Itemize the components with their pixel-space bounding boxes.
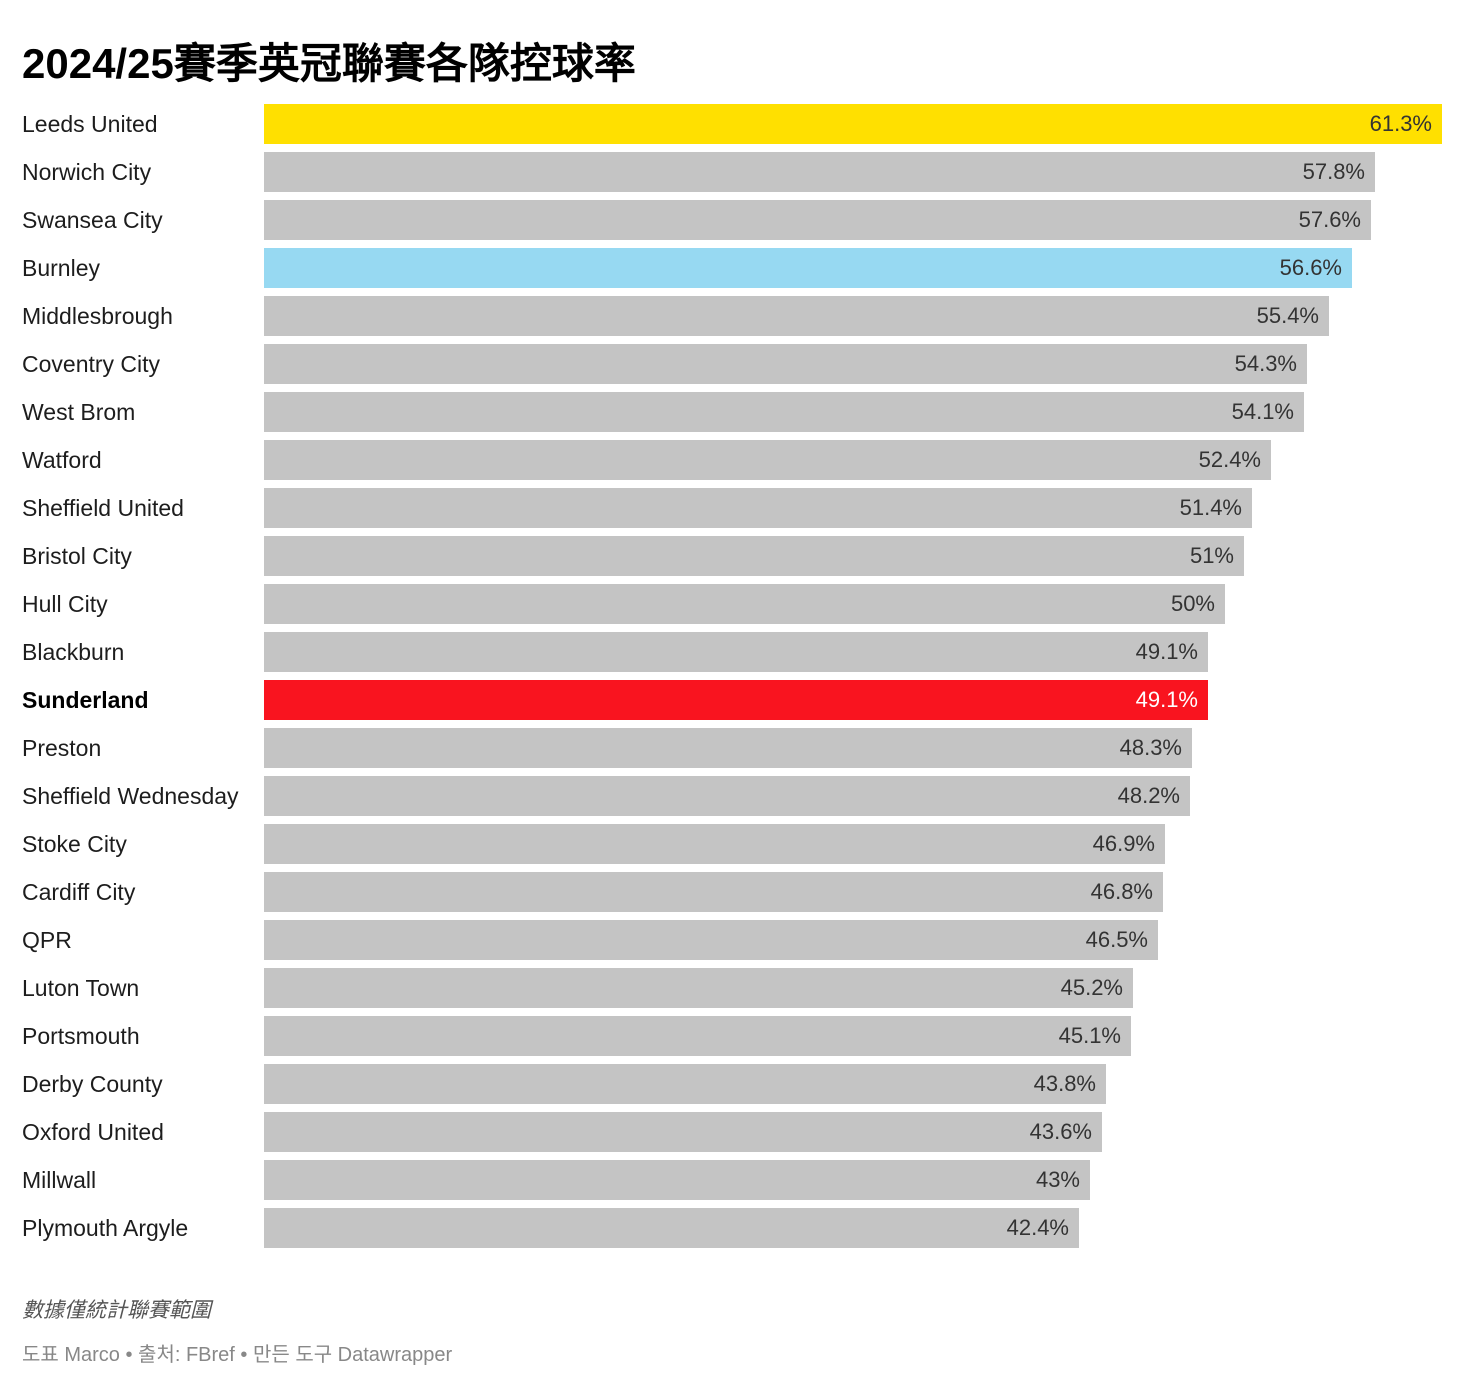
bar-oxford-united bbox=[264, 1112, 1102, 1152]
bar-leeds-united bbox=[264, 104, 1442, 144]
value-label-swansea-city: 57.6% bbox=[1298, 207, 1361, 232]
value-label-qpr: 46.5% bbox=[1085, 927, 1148, 952]
bar-norwich-city bbox=[264, 152, 1375, 192]
value-label-west-brom: 54.1% bbox=[1231, 399, 1294, 424]
team-label-oxford-united: Oxford United bbox=[22, 1119, 164, 1145]
bar-sheffield-wednesday bbox=[264, 776, 1190, 816]
bar-cardiff-city bbox=[264, 872, 1163, 912]
team-label-sheffield-wednesday: Sheffield Wednesday bbox=[22, 783, 239, 809]
team-label-derby-county: Derby County bbox=[22, 1071, 163, 1097]
chart-credit: 도표 Marco • 출처: FBref • 만든 도구 Datawrapper bbox=[22, 1344, 453, 1366]
team-label-bristol-city: Bristol City bbox=[22, 543, 132, 569]
value-label-stoke-city: 46.9% bbox=[1092, 831, 1155, 856]
value-label-burnley: 56.6% bbox=[1279, 255, 1342, 280]
team-label-stoke-city: Stoke City bbox=[22, 831, 127, 857]
team-label-swansea-city: Swansea City bbox=[22, 207, 163, 233]
team-label-hull-city: Hull City bbox=[22, 591, 108, 617]
value-label-middlesbrough: 55.4% bbox=[1256, 303, 1319, 328]
bar-millwall bbox=[264, 1160, 1090, 1200]
team-label-watford: Watford bbox=[22, 447, 102, 473]
team-label-coventry-city: Coventry City bbox=[22, 351, 161, 377]
bar-sunderland bbox=[264, 680, 1208, 720]
team-label-middlesbrough: Middlesbrough bbox=[22, 303, 173, 329]
bar-bristol-city bbox=[264, 536, 1244, 576]
team-label-burnley: Burnley bbox=[22, 255, 100, 281]
team-label-plymouth-argyle: Plymouth Argyle bbox=[22, 1215, 189, 1241]
value-label-blackburn: 49.1% bbox=[1135, 639, 1198, 664]
team-label-portsmouth: Portsmouth bbox=[22, 1023, 140, 1049]
value-label-millwall: 43% bbox=[1035, 1167, 1080, 1192]
value-label-derby-county: 43.8% bbox=[1033, 1071, 1096, 1096]
team-label-sunderland: Sunderland bbox=[22, 687, 149, 713]
bar-stoke-city bbox=[264, 824, 1165, 864]
chart-title: 2024/25賽季英冠聯賽各隊控球率 bbox=[22, 40, 636, 87]
team-label-leeds-united: Leeds United bbox=[22, 111, 158, 137]
chart-note: 數據僅統計聯賽範圍 bbox=[22, 1299, 211, 1322]
value-label-sheffield-united: 51.4% bbox=[1179, 495, 1242, 520]
bar-derby-county bbox=[264, 1064, 1106, 1104]
bar-hull-city bbox=[264, 584, 1225, 624]
value-label-plymouth-argyle: 42.4% bbox=[1006, 1215, 1069, 1240]
bar-middlesbrough bbox=[264, 296, 1329, 336]
value-label-cardiff-city: 46.8% bbox=[1090, 879, 1153, 904]
bar-sheffield-united bbox=[264, 488, 1252, 528]
value-label-portsmouth: 45.1% bbox=[1058, 1023, 1121, 1048]
bar-watford bbox=[264, 440, 1271, 480]
bar-blackburn bbox=[264, 632, 1208, 672]
bar-coventry-city bbox=[264, 344, 1307, 384]
bar-burnley bbox=[264, 248, 1352, 288]
team-label-west-brom: West Brom bbox=[22, 399, 136, 425]
team-label-norwich-city: Norwich City bbox=[22, 159, 152, 185]
value-label-norwich-city: 57.8% bbox=[1302, 159, 1365, 184]
value-label-bristol-city: 51% bbox=[1189, 543, 1234, 568]
team-label-qpr: QPR bbox=[22, 927, 72, 953]
value-label-watford: 52.4% bbox=[1198, 447, 1261, 472]
bar-plymouth-argyle bbox=[264, 1208, 1079, 1248]
team-label-millwall: Millwall bbox=[22, 1167, 97, 1193]
bar-qpr bbox=[264, 920, 1158, 960]
value-label-preston: 48.3% bbox=[1119, 735, 1182, 760]
team-label-preston: Preston bbox=[22, 735, 102, 761]
team-label-sheffield-united: Sheffield United bbox=[22, 495, 184, 521]
team-label-luton-town: Luton Town bbox=[22, 975, 140, 1001]
value-label-leeds-united: 61.3% bbox=[1369, 111, 1432, 136]
value-label-sheffield-wednesday: 48.2% bbox=[1117, 783, 1180, 808]
bar-preston bbox=[264, 728, 1192, 768]
value-label-luton-town: 45.2% bbox=[1060, 975, 1123, 1000]
bar-luton-town bbox=[264, 968, 1133, 1008]
bar-west-brom bbox=[264, 392, 1304, 432]
team-label-cardiff-city: Cardiff City bbox=[22, 879, 136, 905]
value-label-sunderland: 49.1% bbox=[1135, 687, 1198, 712]
bar-portsmouth bbox=[264, 1016, 1131, 1056]
value-label-coventry-city: 54.3% bbox=[1234, 351, 1297, 376]
bar-swansea-city bbox=[264, 200, 1371, 240]
team-label-blackburn: Blackburn bbox=[22, 639, 125, 665]
value-label-oxford-united: 43.6% bbox=[1029, 1119, 1092, 1144]
value-label-hull-city: 50% bbox=[1170, 591, 1215, 616]
